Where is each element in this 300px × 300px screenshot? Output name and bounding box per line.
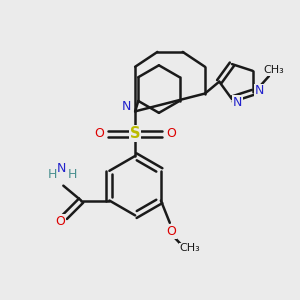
Text: N: N: [232, 96, 242, 109]
Text: H: H: [48, 168, 58, 181]
Text: O: O: [56, 215, 65, 228]
Text: O: O: [166, 225, 176, 238]
Text: CH₃: CH₃: [263, 65, 284, 75]
Text: S: S: [130, 126, 140, 141]
Text: N: N: [254, 85, 264, 98]
Text: H: H: [68, 168, 77, 181]
Text: N: N: [122, 102, 131, 115]
Text: N: N: [57, 162, 67, 175]
Text: O: O: [166, 127, 176, 140]
Text: O: O: [94, 127, 104, 140]
Text: N: N: [122, 100, 131, 113]
Text: CH₃: CH₃: [180, 243, 200, 253]
